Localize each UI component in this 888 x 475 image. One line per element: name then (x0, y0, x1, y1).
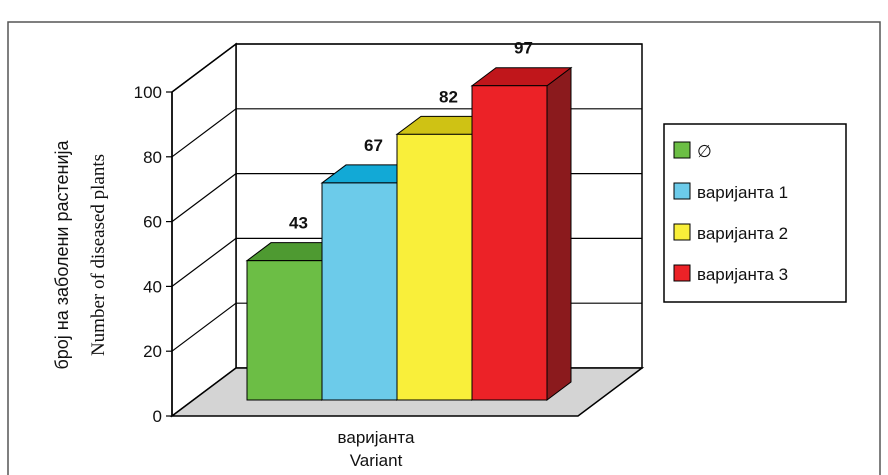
bar-front-face (321, 182, 398, 401)
bar-front-face (396, 133, 473, 401)
legend: ∅ варијанта 1 варијанта 2 варијанта 3 (663, 123, 847, 303)
y-axis-ticks: 0 20 40 60 80 100 (134, 83, 173, 426)
y-axis-title-line2: Number of diseased plants (88, 154, 109, 356)
legend-label-1: ∅ (697, 142, 712, 161)
data-label-1: 43 (289, 214, 308, 233)
y-axis-title-line1: број на заболени растенија (52, 139, 72, 369)
x-axis-title-line1: варијанта (338, 428, 415, 447)
left-wall (171, 42, 237, 418)
legend-swatch-4 (673, 264, 691, 282)
legend-box (663, 123, 847, 303)
legend-swatch-2 (673, 182, 691, 200)
data-label-4: 97 (514, 39, 533, 58)
legend-label-4: варијанта 3 (697, 265, 788, 284)
bar-front-face (471, 85, 548, 401)
x-axis-title-line2: Variant (350, 451, 403, 470)
legend-swatch-3 (673, 223, 691, 241)
legend-label-3: варијанта 2 (697, 224, 788, 243)
bar-front-face (246, 260, 323, 401)
y-tick-label: 80 (143, 148, 162, 167)
bars (245, 66, 573, 401)
y-tick-label: 20 (143, 342, 162, 361)
y-tick-label: 60 (143, 213, 162, 232)
bar-4 (470, 66, 573, 401)
y-axis-title-en: Number of diseased plants (88, 154, 109, 356)
y-tick-label: 0 (153, 407, 162, 426)
data-label-3: 82 (439, 87, 458, 106)
gridline-side (171, 237, 237, 287)
gridline-side (171, 173, 237, 223)
gridline-side (171, 43, 237, 93)
bar-side-face (546, 66, 572, 401)
y-tick-label: 40 (143, 277, 162, 296)
data-labels: 43 67 82 97 (289, 39, 533, 233)
legend-swatch-1 (673, 141, 691, 159)
gridline-side (171, 108, 237, 158)
legend-label-2: варијанта 1 (697, 183, 788, 202)
data-label-2: 67 (364, 136, 383, 155)
gridline-side (171, 302, 237, 352)
y-axis-title: број на заболени растенија (52, 139, 72, 369)
y-tick-label: 100 (134, 83, 162, 102)
